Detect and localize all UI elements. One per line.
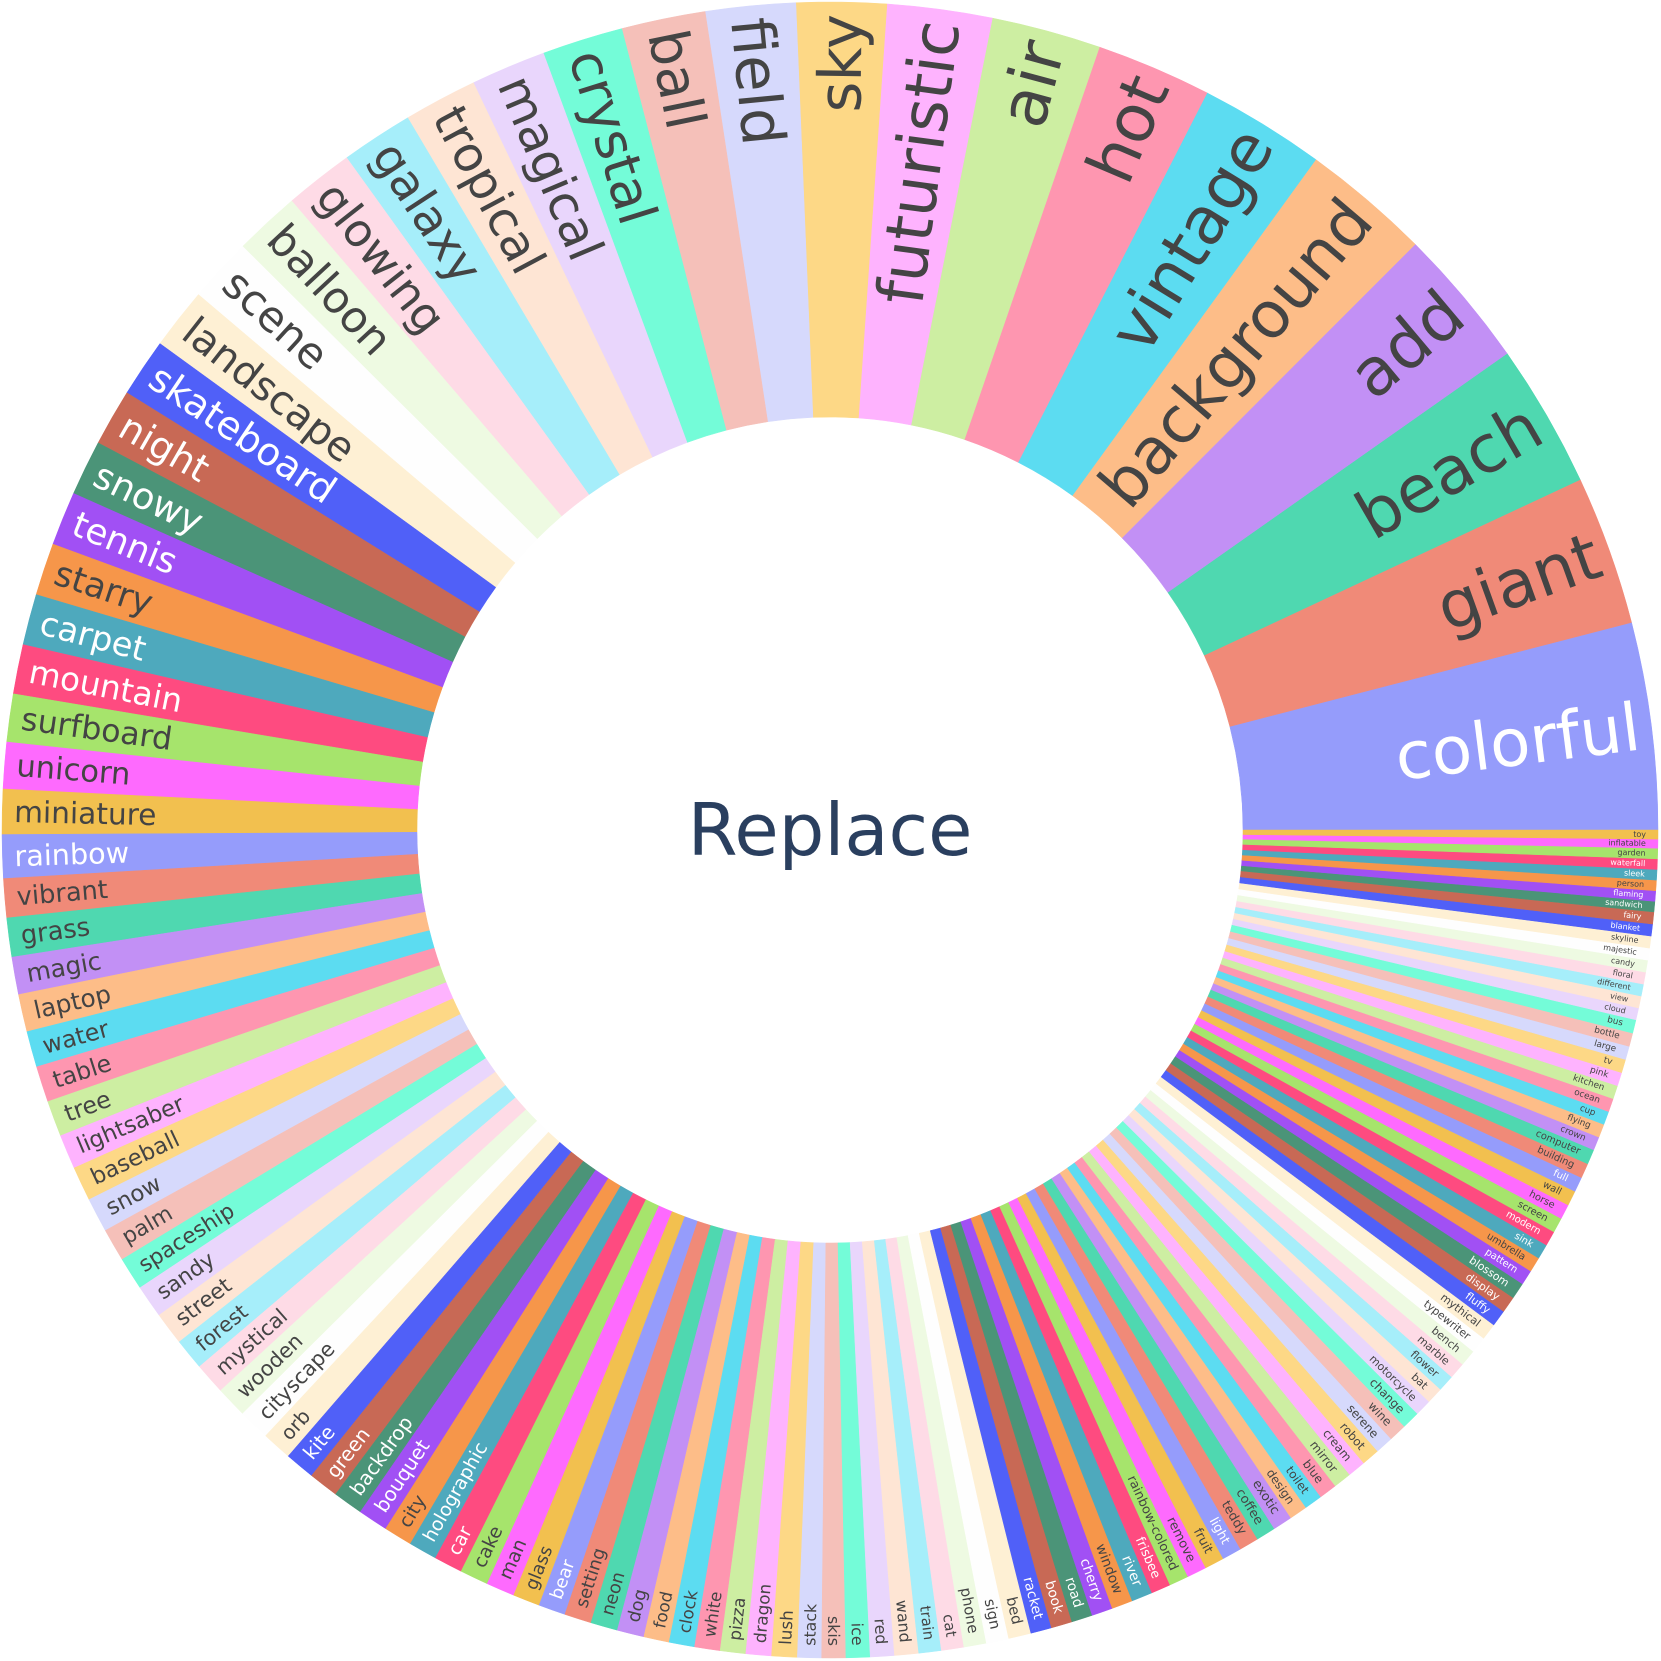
wedge-label: person <box>1617 878 1645 889</box>
wedge <box>1242 829 1659 840</box>
wedge-label: train <box>916 1605 937 1641</box>
wedge-label: fairy <box>1623 910 1642 921</box>
wedge-label: cat <box>939 1613 959 1638</box>
wedge-label: stack <box>800 1603 820 1646</box>
wedge-label: toy <box>1633 830 1646 839</box>
wedge-label: wand <box>892 1599 915 1643</box>
wedge-label: view <box>1609 991 1629 1004</box>
wedge-label: sign <box>981 1597 1004 1630</box>
wedge-label: inflatable <box>1608 838 1646 848</box>
wedge-label: field <box>717 14 798 148</box>
wedge-label: ice <box>847 1622 867 1645</box>
wedge-label: tv <box>1602 1055 1613 1067</box>
wedge-label: sky <box>805 14 875 113</box>
wedge-label: lush <box>775 1610 797 1646</box>
wedge-label: blanket <box>1610 921 1641 934</box>
root-label: Replace <box>688 788 973 872</box>
wedge-label: vibrant <box>16 875 109 912</box>
wedge-label: red <box>871 1618 892 1645</box>
wedge-label: bus <box>1606 1015 1624 1029</box>
wedge-label: rainbow <box>14 836 130 874</box>
wedge-label: sandwich <box>1605 898 1643 910</box>
wedge-label: bed <box>1002 1595 1025 1626</box>
wedge-label: sleek <box>1624 869 1646 879</box>
wedge-label: skyline <box>1610 932 1639 945</box>
wedge-label: garden <box>1617 848 1645 858</box>
wedge-label: flaming <box>1613 888 1644 899</box>
wedge-label: miniature <box>14 795 157 832</box>
wedge-label: skis <box>824 1616 843 1646</box>
wedge-label: candy <box>1610 956 1636 969</box>
wedge-label: floral <box>1612 968 1634 980</box>
wedge-label: waterfall <box>1610 858 1645 868</box>
